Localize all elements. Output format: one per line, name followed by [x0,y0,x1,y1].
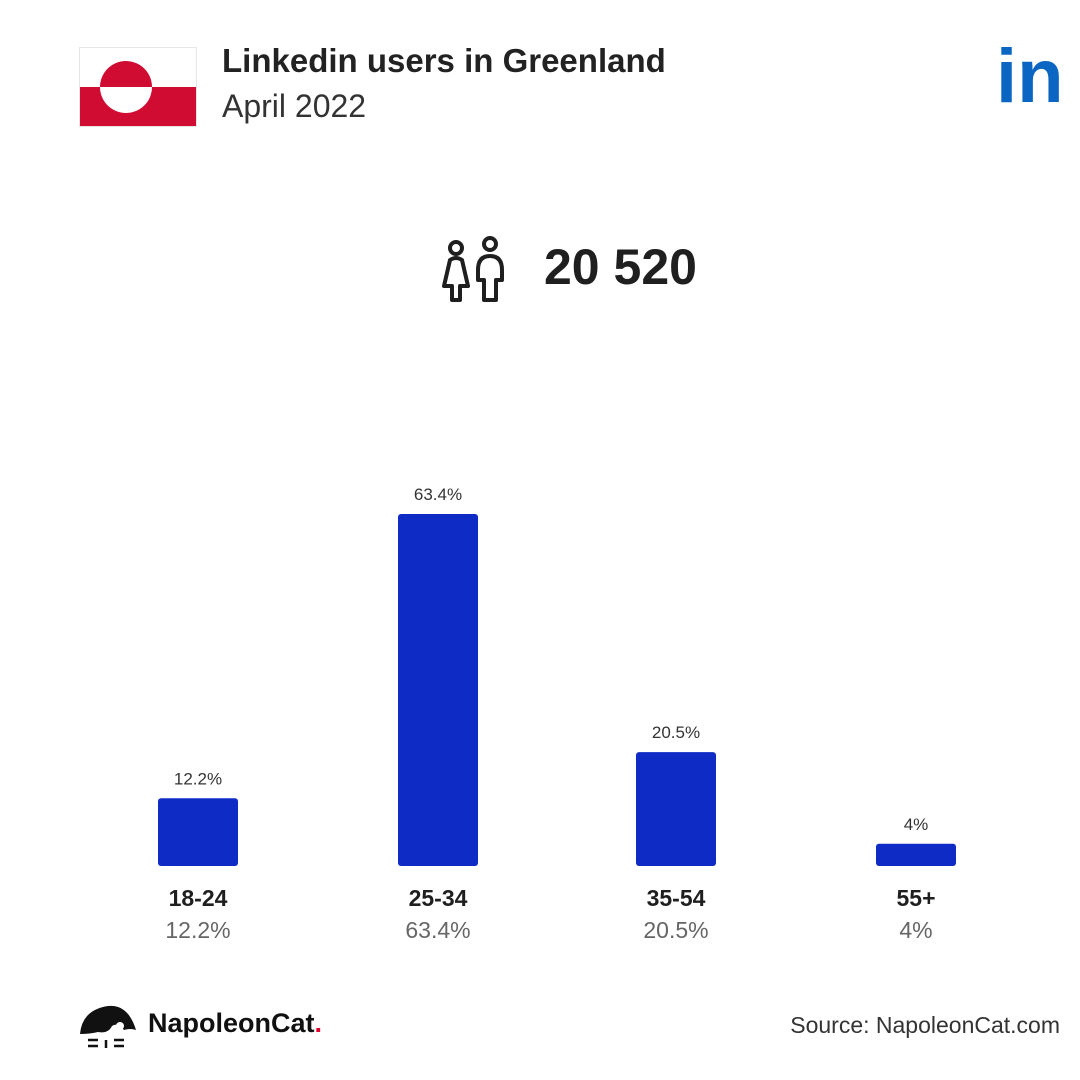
category-label: 55+ [896,885,935,911]
bar-value-label: 20.5% [652,723,700,742]
napoleoncat-logo-icon [80,1005,136,1048]
linkedin-logo-icon: in [996,44,1064,104]
source-text: Source: NapoleonCat.com [790,1012,1060,1038]
category-percent-label: 63.4% [405,917,470,943]
category-percent-label: 4% [899,917,932,943]
category-percent-label: 12.2% [165,917,230,943]
category-label: 35-54 [647,885,706,911]
bar [158,798,238,866]
bar-value-label: 12.2% [174,769,222,788]
bar [398,514,478,866]
category-percent-label: 20.5% [643,917,708,943]
bar [636,752,716,866]
category-label: 18-24 [169,885,228,911]
svg-text:in: in [996,44,1064,104]
greenland-flag-icon [79,47,197,127]
page-title: Linkedin users in Greenland [222,42,666,79]
bar-value-label: 63.4% [414,485,462,504]
bar-value-label: 4% [904,815,929,834]
page-subtitle: April 2022 [222,88,367,124]
brand-name: NapoleonCat. [148,1008,323,1038]
bar [876,843,956,866]
category-label: 25-34 [409,885,468,911]
people-icon [442,236,504,302]
total-users-value: 20 520 [544,239,697,295]
